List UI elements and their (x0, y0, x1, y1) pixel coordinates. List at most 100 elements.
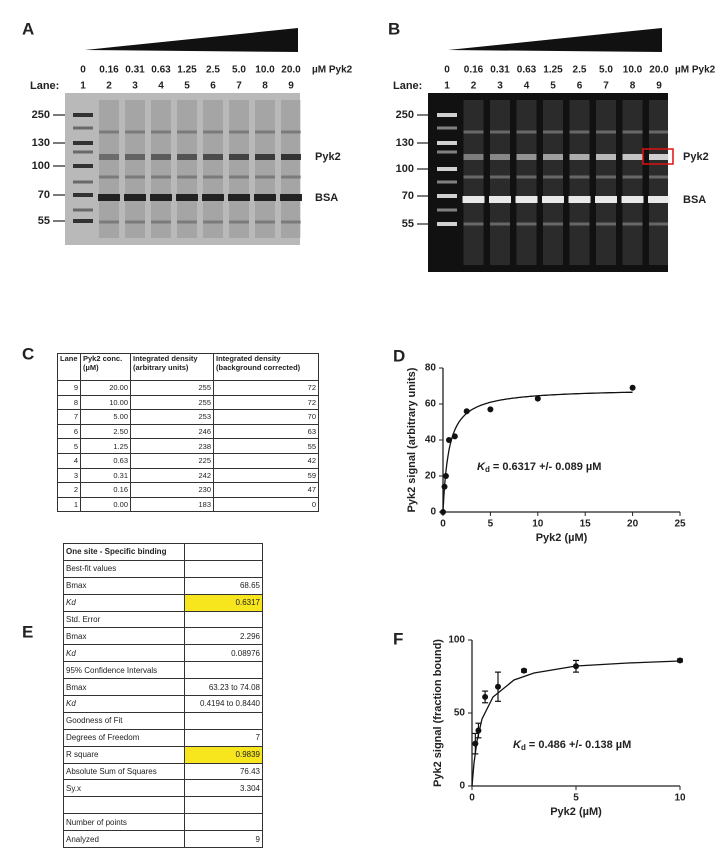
table-cell: 238 (130, 438, 214, 454)
table-row: Lane Pyk2 conc. (µM) Integrated density (a… (57, 353, 319, 381)
table-row: 3 0.31 242 59 (57, 467, 319, 484)
marker-band (73, 113, 93, 117)
pyk2-band (622, 154, 643, 160)
minor-band (543, 130, 563, 134)
minor-band (649, 130, 669, 134)
bsa-band (150, 194, 172, 201)
lane-number: 8 (630, 81, 636, 92)
bsa-band (124, 194, 146, 201)
bsa-band (228, 194, 250, 201)
minor-band (177, 220, 197, 224)
data-point (573, 663, 579, 670)
table-cell: R square (63, 745, 185, 764)
mw-label: 100 (32, 160, 50, 172)
lane-smear (463, 100, 484, 265)
lane-number: 9 (288, 81, 294, 92)
bsa-band (489, 196, 511, 203)
table-cell: Bmax (63, 678, 185, 697)
data-point (440, 509, 446, 515)
table-cell: Goodness of Fit (63, 711, 185, 730)
minor-band (229, 130, 249, 134)
lane-number: 7 (236, 81, 242, 92)
marker-band (437, 194, 457, 198)
concentration-label: 0.31 (125, 65, 145, 76)
table-row: Kd 0.6317 (63, 593, 263, 612)
lane-smear (649, 100, 669, 265)
bsa-band (515, 196, 538, 203)
table-cell: 4 (57, 452, 81, 469)
table-cell: 0.6317 (184, 593, 263, 612)
kd-text: = 0.486 +/- 0.138 µM (526, 739, 631, 751)
minor-band (177, 175, 197, 179)
x-tick-label: 0 (469, 793, 475, 804)
lane-smear (596, 100, 616, 265)
table-cell: Best-fit values (63, 559, 185, 578)
table-cell: Analyzed (63, 830, 185, 849)
minor-band (99, 130, 119, 134)
minor-band (622, 222, 643, 226)
kd-subscript: d (485, 465, 490, 474)
table-cell (184, 559, 263, 578)
marker-band (437, 126, 457, 130)
panel-c-table: Lane Pyk2 conc. (µM) Integrated density (a… (57, 353, 319, 513)
pyk2-band (463, 154, 484, 160)
concentration-label: 0.16 (464, 65, 484, 76)
minor-band (490, 222, 510, 226)
gel-bands (73, 100, 302, 238)
mw-label: 100 (396, 163, 414, 175)
minor-band (203, 130, 223, 134)
data-point (475, 727, 482, 734)
header-cell: Lane (57, 353, 81, 381)
table-cell (184, 796, 263, 815)
table-row: Bmax 63.23 to 74.08 (63, 678, 263, 697)
y-tick-label: 100 (448, 635, 465, 646)
bsa-band (176, 194, 198, 201)
gel-bands (437, 100, 670, 265)
lane-smear (543, 100, 563, 265)
kd-subscript: d (521, 743, 526, 752)
kd-text: = 0.6317 +/- 0.089 µM (490, 461, 602, 473)
lane-number: 4 (524, 81, 530, 92)
bsa-band (98, 194, 120, 201)
table-row: 9 20.00 255 72 (57, 380, 319, 396)
pyk2-band (649, 154, 669, 160)
panel-label: A (22, 19, 34, 38)
bsa-band (648, 196, 670, 203)
lane-number: 5 (184, 81, 190, 92)
minor-band (255, 220, 275, 224)
unit-label: µM Pyk2 (675, 65, 716, 76)
bsa-band (568, 196, 591, 203)
lane-number: 4 (158, 81, 164, 92)
table-row: 8 10.00 255 72 (57, 394, 319, 411)
lane-number: 1 (444, 81, 450, 92)
lane-number: 3 (132, 81, 138, 92)
marker-band (437, 208, 457, 212)
marker-band (437, 150, 457, 154)
marker-band (437, 141, 457, 145)
table-cell: 95% Confidence Intervals (63, 661, 185, 680)
marker-band (73, 208, 93, 212)
table-row (63, 796, 263, 815)
y-axis-title: Pyk2 signal (fraction bound) (432, 639, 444, 787)
marker-band (73, 164, 93, 168)
lane-smear (203, 100, 223, 238)
gel-image (65, 93, 300, 245)
minor-band (281, 175, 301, 179)
minor-band (516, 222, 537, 226)
lane-smear (569, 100, 590, 265)
lane-smear (99, 100, 119, 238)
fit-curve (442, 391, 633, 512)
table-row: Std. Error (63, 610, 263, 629)
table-cell: 72 (213, 380, 319, 396)
concentration-label: 0 (80, 65, 86, 76)
mw-label: 70 (38, 189, 50, 201)
bsa-band (462, 196, 485, 203)
table-cell: 0.9839 (184, 745, 263, 764)
pyk2-band (569, 154, 590, 160)
table-cell: 70 (213, 409, 319, 425)
data-point (441, 483, 448, 490)
panel-label: D (393, 346, 405, 365)
table-row: 5 1.25 238 55 (57, 438, 319, 454)
table-cell: 183 (130, 496, 214, 513)
table-cell: 55 (213, 438, 319, 454)
